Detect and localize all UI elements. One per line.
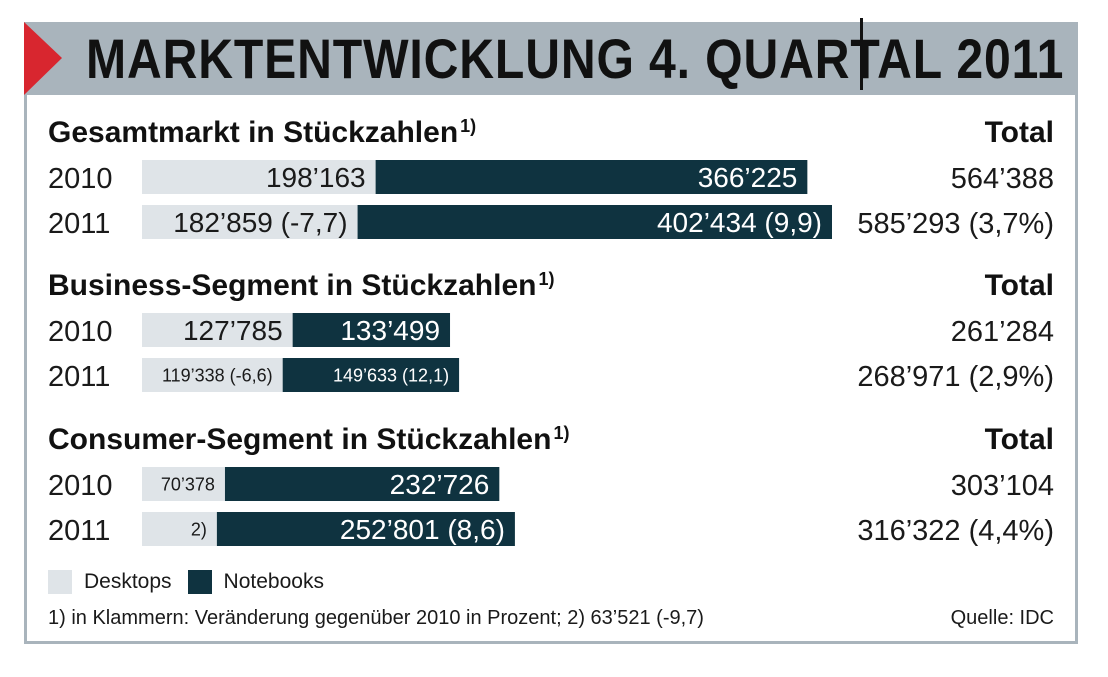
row-total: 585’293 (3,7%) — [857, 208, 1054, 240]
bar-desktop — [142, 512, 217, 546]
bar-notebook — [216, 512, 515, 546]
bar-label-desktop: 2) — [191, 519, 207, 539]
bar-notebook — [357, 205, 832, 239]
header-arrow-icon — [24, 22, 62, 95]
row-total: 261’284 — [951, 316, 1054, 348]
bar-label-desktop: 198’163 — [266, 162, 366, 193]
bar-label-notebook: 402’434 (9,9) — [657, 207, 822, 238]
section-footnote-marker: 1) — [538, 269, 554, 289]
bar-notebook — [292, 313, 451, 347]
bar-label-notebook: 149’633 (12,1) — [333, 365, 449, 385]
header-divider — [860, 18, 863, 90]
row-total: 303’104 — [951, 470, 1054, 502]
legend-item-desktops: Desktops — [48, 570, 172, 594]
total-header: Total — [985, 116, 1054, 149]
section-title: Gesamtmarkt in Stückzahlen — [48, 116, 458, 149]
bar-label-notebook: 252’801 (8,6) — [340, 514, 505, 545]
legend-label-notebooks: Notebooks — [223, 570, 324, 593]
row-year: 2010 — [48, 470, 113, 502]
total-header: Total — [985, 269, 1054, 302]
row-year: 2011 — [48, 208, 110, 240]
row-year: 2010 — [48, 316, 113, 348]
legend: Desktops Notebooks — [48, 568, 340, 596]
source-note: Quelle: IDC — [950, 607, 1054, 629]
section-title: Consumer-Segment in Stückzahlen — [48, 423, 551, 456]
row-total: 316’322 (4,4%) — [857, 515, 1054, 547]
bar-label-desktop: 127’785 — [183, 315, 283, 346]
bar-notebook — [282, 358, 460, 392]
bar-label-desktop: 70’378 — [161, 474, 215, 494]
row-year: 2011 — [48, 361, 110, 393]
section-title: Business-Segment in Stückzahlen — [48, 269, 536, 302]
page-title: MARKTENTWICKLUNG 4. QUARTAL 2011 — [86, 27, 1065, 90]
bar-desktop — [142, 205, 358, 239]
header-bar — [24, 22, 1078, 95]
bar-desktop — [142, 160, 376, 194]
section-footnote-marker: 1) — [460, 116, 476, 136]
bar-notebook — [375, 160, 808, 194]
legend-item-notebooks: Notebooks — [187, 570, 324, 594]
footnote: 1) in Klammern: Veränderung gegenüber 20… — [48, 607, 704, 629]
row-year: 2011 — [48, 515, 110, 547]
row-total: 564’388 — [951, 163, 1054, 195]
bar-notebook — [224, 467, 500, 501]
total-header: Total — [985, 423, 1054, 456]
bar-label-desktop: 119’338 (-6,6) — [162, 365, 273, 385]
bar-desktop — [142, 358, 283, 392]
bar-label-notebook: 232’726 — [390, 469, 490, 500]
row-total: 268’971 (2,9%) — [857, 361, 1054, 393]
bar-label-notebook: 366’225 — [698, 162, 798, 193]
legend-swatch-notebooks — [187, 570, 212, 594]
legend-swatch-desktops — [48, 570, 72, 594]
bar-label-desktop: 182’859 (-7,7) — [173, 207, 347, 238]
row-year: 2010 — [48, 163, 113, 195]
bar-label-notebook: 133’499 — [340, 315, 440, 346]
section-footnote-marker: 1) — [553, 423, 569, 443]
bar-desktop — [142, 313, 293, 347]
bar-desktop — [142, 467, 225, 501]
legend-label-desktops: Desktops — [84, 570, 172, 593]
